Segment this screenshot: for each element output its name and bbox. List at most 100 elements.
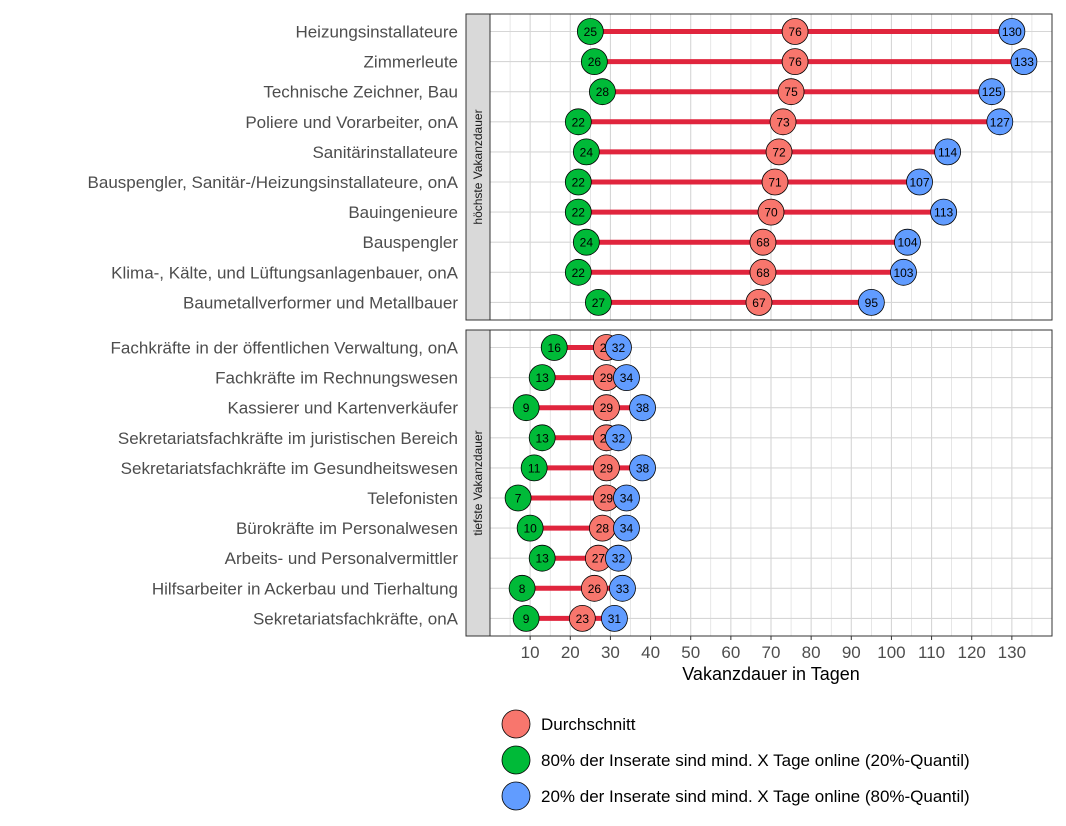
point-q20 (572, 228, 600, 256)
point-label-avg: 29 (600, 492, 614, 506)
point-q80 (1010, 48, 1038, 75)
point-q20 (564, 198, 592, 226)
point-q80 (605, 424, 632, 452)
point-q80 (934, 138, 962, 166)
dumbbell-row: Bauspengler 24 68 104 (363, 228, 921, 256)
point-label-avg: 26 (588, 582, 602, 596)
x-tick-label: 120 (958, 643, 986, 662)
dumbbell-row: Kassierer und Kartenverkäufer 9 29 38 (227, 394, 656, 422)
point-label-q20: 24 (580, 145, 594, 159)
category-label: Bauspengler (363, 233, 459, 252)
point-q80 (605, 334, 632, 361)
legend-item-avg: Durchschnitt (501, 709, 636, 739)
point-label-avg: 28 (596, 522, 610, 536)
x-tick-label: 40 (641, 643, 660, 662)
point-avg (749, 228, 777, 256)
point-q80 (978, 78, 1006, 106)
legend-key-q80 (501, 781, 531, 811)
dumbbell-row: Bürokräfte im Personalwesen 10 28 34 (236, 514, 640, 542)
point-q20 (504, 484, 532, 512)
point-q80 (605, 544, 632, 572)
point-label-q20: 28 (596, 85, 610, 99)
point-label-q20: 9 (523, 401, 530, 415)
point-q80 (986, 108, 1014, 136)
dumbbell-row: Sekretariatsfachkräfte im Gesundheitswes… (121, 454, 656, 482)
x-tick-label: 130 (998, 643, 1026, 662)
point-label-q80: 95 (865, 296, 879, 310)
legend-item-q20: 80% der Inserate sind mind. X Tage onlin… (501, 745, 970, 775)
point-avg (568, 605, 596, 632)
point-label-q80: 38 (636, 461, 650, 475)
dumbbell-row: Arbeits- und Personalvermittler 13 27 32 (225, 544, 632, 572)
point-q80 (613, 364, 640, 392)
point-label-avg: 73 (776, 115, 790, 129)
point-label-q20: 7 (515, 492, 522, 506)
point-q20 (540, 334, 568, 361)
dumbbell-row: Heizungsinstallateure 25 76 130 (295, 18, 1026, 45)
point-label-q80: 31 (608, 612, 622, 626)
point-q20 (512, 605, 540, 632)
panel-1: höchste Vakanzdauer Heizungsinstallateure… (88, 13, 1053, 321)
point-q80 (998, 18, 1026, 45)
point-q80 (629, 454, 656, 482)
dumbbell-row: Zimmerleute 26 76 133 (364, 48, 1038, 75)
dumbbell-row: Poliere und Vorarbeiter, onA 22 73 127 (245, 108, 1014, 136)
point-q80 (890, 258, 917, 286)
point-label-q20: 9 (523, 612, 530, 626)
point-label-q20: 8 (519, 582, 526, 596)
point-label-avg: 23 (576, 612, 590, 626)
point-label-avg: 70 (764, 206, 778, 220)
category-label: Sanitärinstallateure (312, 143, 458, 162)
point-avg (580, 574, 608, 602)
category-label: Klima-, Kälte, und Lüftungsanlagenbauer,… (111, 263, 459, 282)
x-tick-label: 70 (762, 643, 781, 662)
point-label-avg: 76 (788, 25, 802, 39)
facet-strip-label: tiefste Vakanzdauer (471, 430, 485, 535)
point-avg (749, 258, 777, 286)
category-label: Poliere und Vorarbeiter, onA (245, 113, 458, 132)
point-label-q20: 13 (536, 371, 550, 385)
x-tick-label: 110 (918, 643, 945, 662)
point-q20 (564, 108, 592, 136)
x-tick-label: 30 (601, 643, 620, 662)
point-q20 (520, 454, 548, 482)
category-label: Baumetallverformer und Metallbauer (183, 293, 458, 312)
facet-strip (465, 329, 491, 637)
point-avg (745, 288, 773, 316)
panel-border (489, 13, 1053, 321)
point-q20 (564, 258, 592, 286)
point-avg (757, 198, 785, 226)
point-label-avg: 29 (600, 461, 614, 475)
dumbbell-row: Sanitärinstallateure 24 72 114 (312, 138, 962, 166)
dumbbell-row: Baumetallverformer und Metallbauer 27 67 95 (183, 288, 885, 316)
point-label-q20: 22 (572, 266, 586, 280)
point-label-avg: 75 (784, 85, 798, 99)
point-label-avg: 68 (756, 266, 770, 280)
dumbbell-row: Bauspengler, Sanitär-/Heizungsinstallate… (88, 168, 933, 196)
point-label-q20: 13 (536, 431, 550, 445)
point-label-q80: 32 (612, 552, 626, 566)
point-q80 (930, 198, 958, 226)
point-avg (781, 18, 809, 45)
x-tick-label: 10 (521, 643, 540, 662)
point-label-q20: 13 (536, 552, 550, 566)
point-label-avg: 67 (752, 296, 766, 310)
x-tick-label: 80 (802, 643, 821, 662)
legend-item-q80: 20% der Inserate sind mind. X Tage onlin… (501, 781, 970, 811)
point-label-q80: 125 (982, 85, 1002, 99)
point-label-q20: 16 (548, 341, 562, 355)
category-label: Technische Zeichner, Bau (263, 83, 458, 102)
facet-strip (465, 13, 491, 321)
point-label-q20: 24 (580, 236, 594, 250)
point-q80 (629, 394, 656, 422)
point-q80 (857, 288, 885, 316)
point-label-q80: 34 (620, 371, 634, 385)
point-q20 (528, 544, 556, 572)
point-avg (781, 48, 809, 75)
category-label: Sekretariatsfachkräfte im juristischen B… (118, 429, 458, 448)
point-avg (593, 454, 620, 482)
dumbbell-row: Klima-, Kälte, und Lüftungsanlagenbauer,… (111, 258, 917, 286)
legend-key-q20 (501, 745, 531, 775)
legend-label: Durchschnitt (541, 715, 636, 734)
point-label-avg: 29 (600, 371, 614, 385)
